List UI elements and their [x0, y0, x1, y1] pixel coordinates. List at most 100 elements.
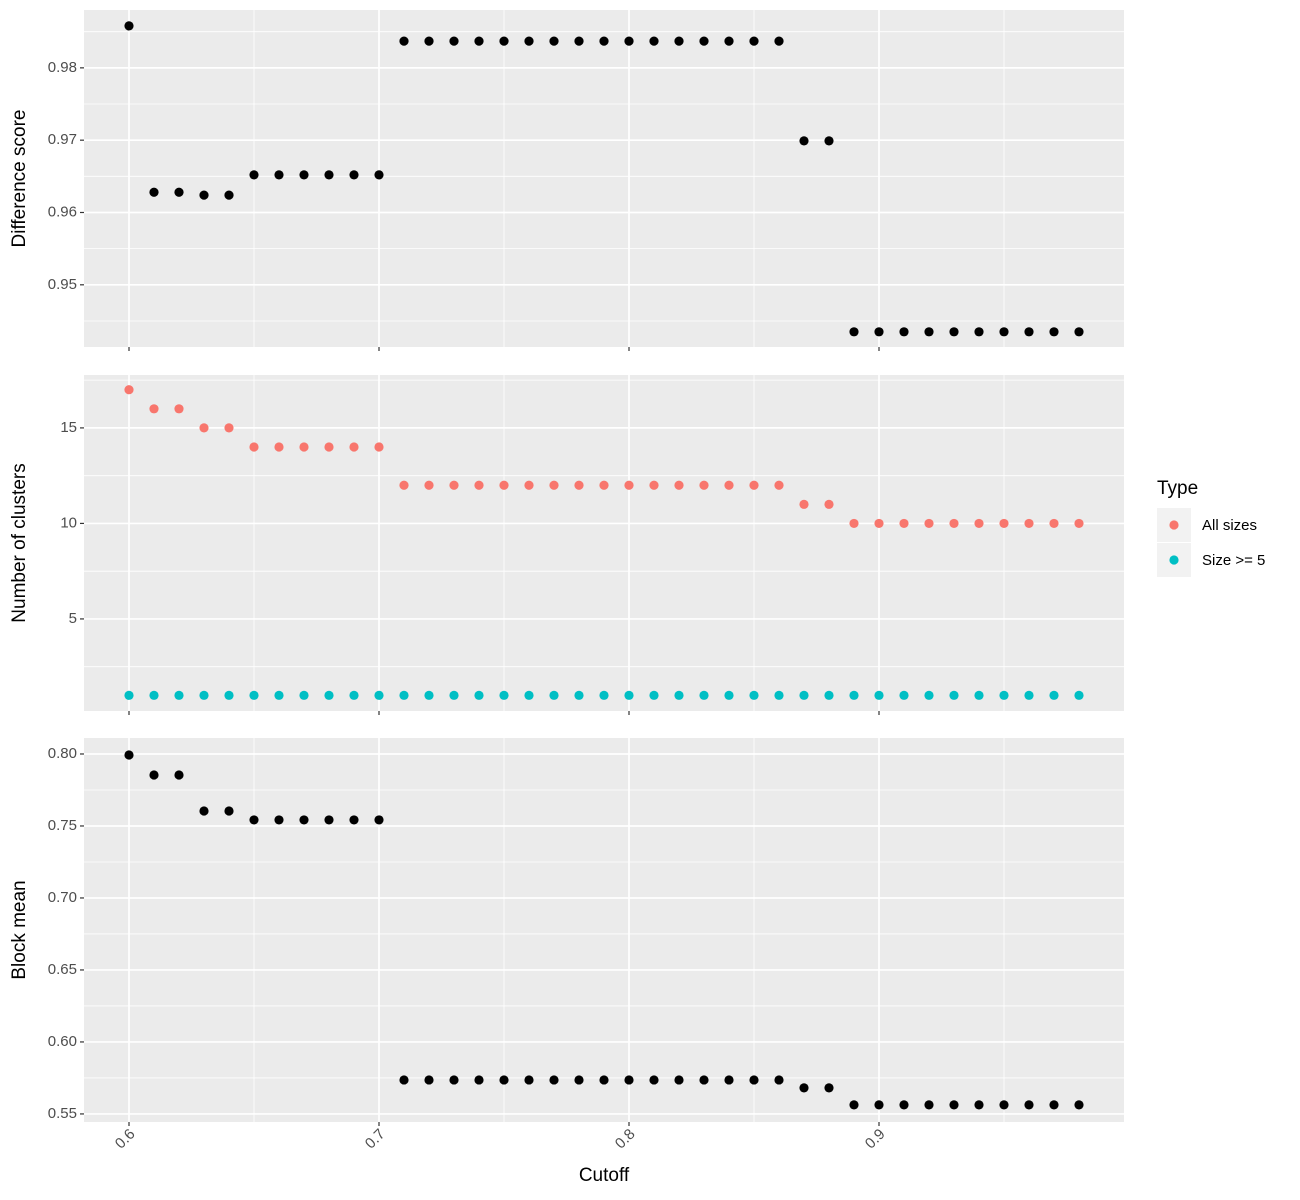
point	[524, 480, 534, 490]
point	[224, 190, 234, 200]
point	[399, 690, 409, 700]
point	[974, 690, 984, 700]
point	[174, 187, 184, 197]
point	[749, 480, 759, 490]
point	[499, 690, 509, 700]
legend-marker	[1169, 520, 1179, 530]
point	[474, 480, 484, 490]
point	[924, 1100, 934, 1110]
point	[274, 170, 284, 180]
point	[1024, 1100, 1034, 1110]
point	[424, 1075, 434, 1085]
y-axis-title: Block mean	[9, 880, 30, 979]
x-tick-label: 0.7	[362, 1126, 389, 1153]
point	[624, 1075, 634, 1085]
point	[624, 36, 634, 46]
point	[974, 518, 984, 529]
point	[899, 1100, 909, 1110]
point	[199, 423, 209, 433]
x-tick-label: 0.8	[612, 1126, 639, 1153]
point	[349, 815, 359, 825]
point	[724, 480, 734, 490]
point	[249, 170, 259, 180]
point	[649, 480, 659, 490]
point	[274, 442, 284, 452]
point	[1074, 518, 1084, 529]
point	[1049, 1100, 1059, 1110]
point	[1049, 327, 1059, 337]
point	[999, 690, 1009, 700]
point	[1074, 327, 1084, 337]
point	[674, 690, 684, 700]
point	[549, 690, 559, 700]
point	[924, 690, 934, 700]
point	[624, 690, 634, 700]
point	[799, 499, 809, 509]
point	[124, 21, 134, 31]
y-tick-label: 5	[69, 610, 77, 627]
point	[874, 327, 884, 337]
point	[124, 690, 134, 700]
point	[1049, 518, 1059, 529]
point	[949, 1100, 959, 1110]
y-axis-title: Difference score	[9, 110, 30, 248]
point	[149, 187, 159, 197]
point	[799, 690, 809, 700]
point	[649, 690, 659, 700]
point	[149, 690, 159, 700]
point	[849, 1100, 859, 1110]
point	[224, 690, 234, 700]
x-axis-title: Cutoff	[579, 1165, 630, 1186]
panel-background	[84, 738, 1124, 1122]
point	[774, 1075, 784, 1085]
point	[199, 806, 209, 816]
point	[599, 690, 609, 700]
point	[799, 136, 809, 146]
point	[399, 36, 409, 46]
point	[249, 442, 259, 452]
point	[324, 442, 334, 452]
point	[874, 518, 884, 529]
point	[199, 690, 209, 700]
y-tick-label: 15	[60, 419, 77, 436]
legend-title: Type	[1157, 478, 1198, 499]
panel-background	[84, 375, 1124, 711]
point	[1049, 690, 1059, 700]
point	[924, 327, 934, 337]
point	[349, 170, 359, 180]
point	[249, 690, 259, 700]
point	[999, 518, 1009, 529]
point	[824, 136, 834, 146]
point	[374, 690, 384, 700]
point	[274, 815, 284, 825]
point	[449, 480, 459, 490]
point	[449, 1075, 459, 1085]
point	[1024, 327, 1034, 337]
point	[674, 36, 684, 46]
point	[424, 480, 434, 490]
point	[599, 36, 609, 46]
point	[324, 690, 334, 700]
point	[749, 36, 759, 46]
point	[1024, 518, 1034, 529]
point	[699, 690, 709, 700]
point	[749, 1075, 759, 1085]
point	[299, 170, 309, 180]
point	[499, 480, 509, 490]
point	[374, 442, 384, 452]
point	[849, 327, 859, 337]
y-tick-label: 0.60	[48, 1033, 77, 1050]
point	[549, 1075, 559, 1085]
point	[774, 690, 784, 700]
point	[724, 36, 734, 46]
y-axis-title: Number of clusters	[9, 463, 30, 622]
legend: Type All sizes Size >= 5	[1157, 478, 1265, 577]
point	[874, 1100, 884, 1110]
point	[324, 815, 334, 825]
point	[549, 480, 559, 490]
panel-background	[84, 10, 1124, 347]
point	[949, 518, 959, 529]
y-tick-label: 0.75	[48, 817, 77, 834]
point	[399, 1075, 409, 1085]
point	[849, 690, 859, 700]
